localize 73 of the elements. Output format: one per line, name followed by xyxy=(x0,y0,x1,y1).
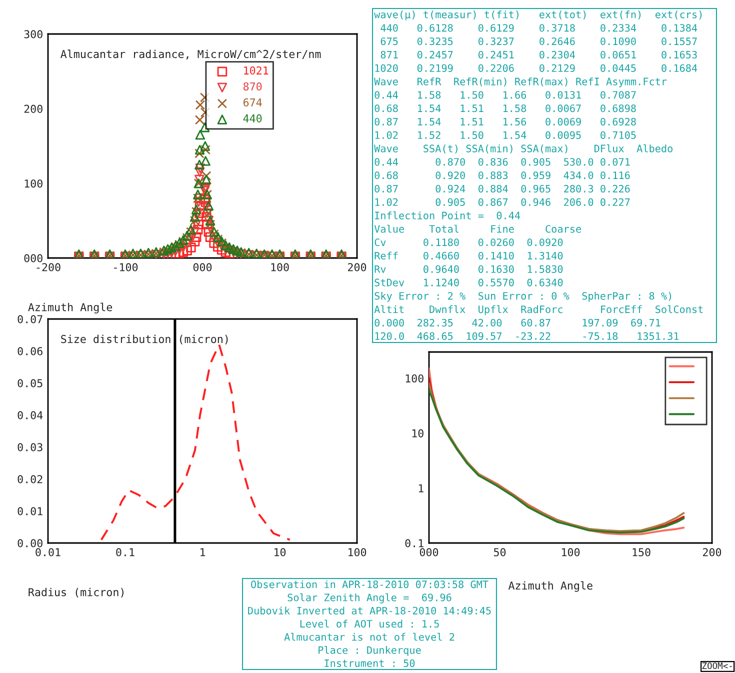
text: 120.0 468.65 109.57 -23.22 -75.18 1351.31 xyxy=(375,332,679,340)
y-tick-label: 0.06 xyxy=(18,347,42,356)
text: ZOOM<- xyxy=(702,662,732,670)
y-tick-label: 1 xyxy=(418,484,424,492)
text: 0.44 1.58 1.50 1.66 0.0131 0.7087 xyxy=(374,91,636,99)
text: 0.87 0.924 0.884 0.965 280.3 0.226 xyxy=(374,184,630,193)
y-tick-label: 200 xyxy=(24,104,42,113)
y-tick-label: 300 xyxy=(24,30,42,38)
y-tick-label: 0.00 xyxy=(18,539,42,548)
y-tick-label: 100 xyxy=(406,374,424,383)
x-tick-label: 000 xyxy=(193,263,212,272)
x-tick-label: 100 xyxy=(348,548,366,556)
text: wave(μ) t(measur) t(fit) ext(tot) ext(fn) ext(crs) xyxy=(374,10,702,20)
y-tick-label: 000 xyxy=(24,254,42,262)
x-tick-label: 200 xyxy=(703,548,722,556)
legend-label: 870 xyxy=(243,82,262,91)
text: Sky Error : 2 % Sun Error : 0 % SpherPar : 8 %) xyxy=(374,292,672,302)
y-tick-label: 0.07 xyxy=(18,315,42,324)
text: 0.68 1.54 1.51 1.58 0.0067 0.6898 xyxy=(374,104,636,112)
x-tick-label: 100 xyxy=(562,548,580,556)
y-tick-label: 0.1 xyxy=(405,539,424,548)
text: Level of AOT used : 1.5 xyxy=(300,620,439,628)
text: Inflection Point = 0.44 xyxy=(375,211,520,220)
text: Wave SSA(t) SSA(min) SSA(max) DFlux Albedo xyxy=(374,144,672,154)
text: Solar Zenith Angle = 69.96 xyxy=(288,593,452,604)
x-tick-label: 200 xyxy=(348,263,366,272)
text: 1.02 1.52 1.50 1.54 0.0095 0.7105 xyxy=(375,131,636,139)
x-tick-label: 10 xyxy=(274,548,286,556)
x-axis-title: Azimuth Angle xyxy=(28,302,112,314)
text: Cv 0.1180 0.0260 0.0920 xyxy=(374,238,563,246)
y-tick-label: 100 xyxy=(24,179,42,188)
y-tick-label: 0.01 xyxy=(18,507,42,516)
text: 1.02 0.905 0.867 0.946 206.0 0.227 xyxy=(375,198,630,206)
text: Observation in APR-18-2010 07:03:58 GMT xyxy=(251,580,488,588)
text: Instrument : 50 xyxy=(324,659,415,668)
text: 871 0.2457 0.2451 0.2304 0.0651 0.1653 xyxy=(380,50,697,59)
y-tick-label: 10 xyxy=(412,429,424,438)
x-tick-label: 000 xyxy=(420,548,438,556)
text: Value Total Fine Coarse xyxy=(374,224,582,233)
text: Place : Dunkerque xyxy=(318,646,421,656)
text: StDev 1.1240 0.5570 0.6340 xyxy=(374,278,563,286)
text: Wave RefR RefR(min) RefR(max) RefI Asymm.Fctr xyxy=(374,77,667,88)
legend-label: 674 xyxy=(243,98,262,107)
legend-label: 1021 xyxy=(244,66,268,75)
text: 0.000 282.35 42.00 60.87 197.09 69.71 xyxy=(374,318,660,327)
x-tick-label: 50 xyxy=(494,548,506,556)
x-tick-label: 0.01 xyxy=(36,548,60,556)
text: Altit Dwnflx Upflx RadForc ForcEff SolConst xyxy=(374,305,703,316)
x-tick-label: 150 xyxy=(632,548,650,556)
text: 440 0.6128 0.6129 0.3718 0.2334 0.1384 xyxy=(380,24,698,32)
y-tick-label: 0.04 xyxy=(18,411,43,420)
text: Size distribution (micron) xyxy=(61,334,228,344)
x-tick-label: 100 xyxy=(271,263,289,272)
text: 1020 0.2199 0.2206 0.2129 0.0445 0.1684 xyxy=(375,64,698,72)
y-tick-label: 0.03 xyxy=(18,443,42,452)
text: Rv 0.9640 0.1630 1.5830 xyxy=(374,265,563,273)
text: 0.44 0.870 0.836 0.905 530.0 0.071 xyxy=(374,158,630,166)
x-axis-title: Radius (micron) xyxy=(28,588,124,598)
x-tick-label: -100 xyxy=(114,263,138,272)
text: Dubovik Inverted at APR-18-2010 14:49:45 xyxy=(248,606,491,614)
text: Reff 0.4660 0.1410 1.3140 xyxy=(374,252,563,260)
text: 0.68 0.920 0.883 0.959 434.0 0.116 xyxy=(374,171,630,180)
x-axis-title: Azimuth Angle xyxy=(508,581,592,592)
x-tick-label: -200 xyxy=(36,263,60,272)
y-tick-label: 0.02 xyxy=(18,475,42,484)
y-tick-label: 0.05 xyxy=(18,379,42,388)
text: Almucantar radiance, MicroW/cm^2/ster/nm xyxy=(60,50,321,60)
legend-label: 440 xyxy=(243,114,262,122)
x-tick-label: 1 xyxy=(200,548,206,556)
text: Almucantar is not of level 2 xyxy=(284,632,454,641)
text: 0.87 1.54 1.51 1.56 0.0069 0.6928 xyxy=(374,118,636,126)
text: 675 0.3235 0.3237 0.2646 0.1090 0.1557 xyxy=(380,37,697,46)
x-tick-label: 0.1 xyxy=(116,548,134,556)
